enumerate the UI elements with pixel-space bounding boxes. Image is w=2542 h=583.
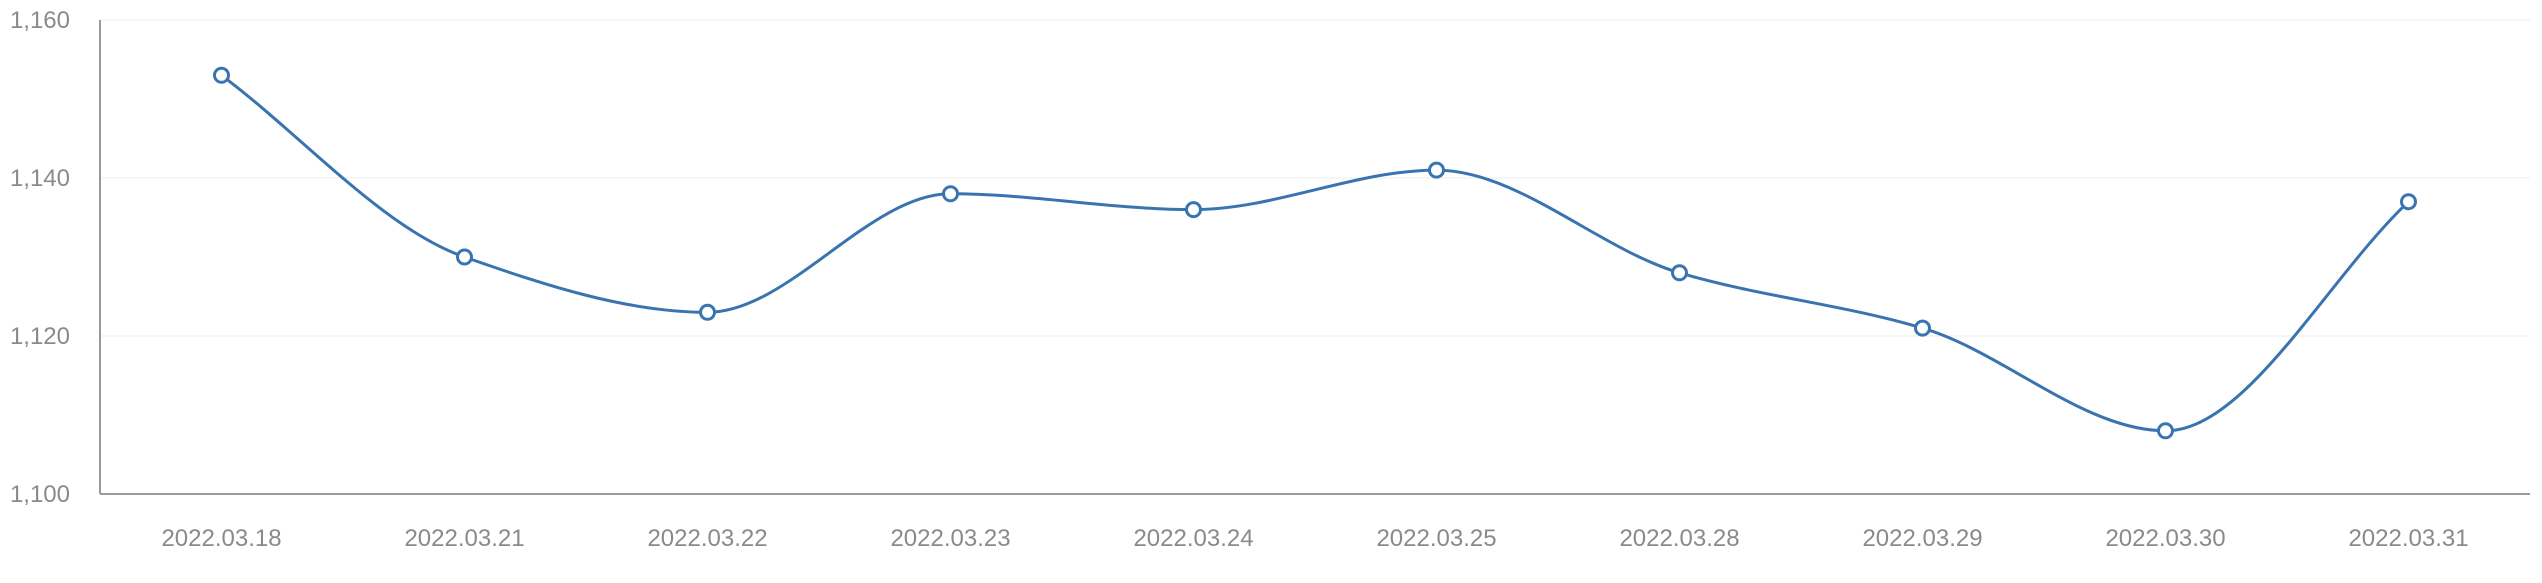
- data-point[interactable]: [1185, 201, 1202, 219]
- y-tick-label: 1,140: [10, 165, 70, 192]
- x-axis-ticks: 2022.03.18 2022.03.21 2022.03.22 2022.03.23…: [161, 525, 2468, 552]
- y-axis-ticks: 1,100 1,120 1,140 1,160: [10, 7, 70, 508]
- x-tick-label: 2022.03.31: [2348, 525, 2468, 552]
- data-point[interactable]: [1914, 319, 1931, 337]
- data-point[interactable]: [2157, 422, 2174, 440]
- x-tick-label: 2022.03.28: [1619, 525, 1739, 552]
- y-tick-label: 1,120: [10, 323, 70, 350]
- series-line: [220, 74, 2410, 433]
- axes: [99, 20, 2530, 495]
- x-tick-label: 2022.03.24: [1133, 525, 1253, 552]
- data-point[interactable]: [1671, 264, 1688, 282]
- x-tick-label: 2022.03.30: [2105, 525, 2225, 552]
- x-tick-label: 2022.03.22: [647, 525, 767, 552]
- data-point[interactable]: [1428, 161, 1445, 179]
- series-line-group: [220, 74, 2410, 433]
- data-point[interactable]: [213, 66, 230, 84]
- data-point[interactable]: [699, 303, 716, 321]
- grid-lines: [100, 19, 2530, 337]
- y-tick-label: 1,100: [10, 481, 70, 508]
- x-tick-label: 2022.03.23: [890, 525, 1010, 552]
- data-point[interactable]: [456, 248, 473, 266]
- x-tick-label: 2022.03.21: [404, 525, 524, 552]
- series-markers: [213, 66, 2417, 440]
- x-tick-label: 2022.03.29: [1862, 525, 1982, 552]
- data-point[interactable]: [942, 185, 959, 203]
- x-tick-label: 2022.03.25: [1376, 525, 1496, 552]
- x-tick-label: 2022.03.18: [161, 525, 281, 552]
- data-point[interactable]: [2400, 193, 2417, 211]
- y-tick-label: 1,160: [10, 7, 70, 34]
